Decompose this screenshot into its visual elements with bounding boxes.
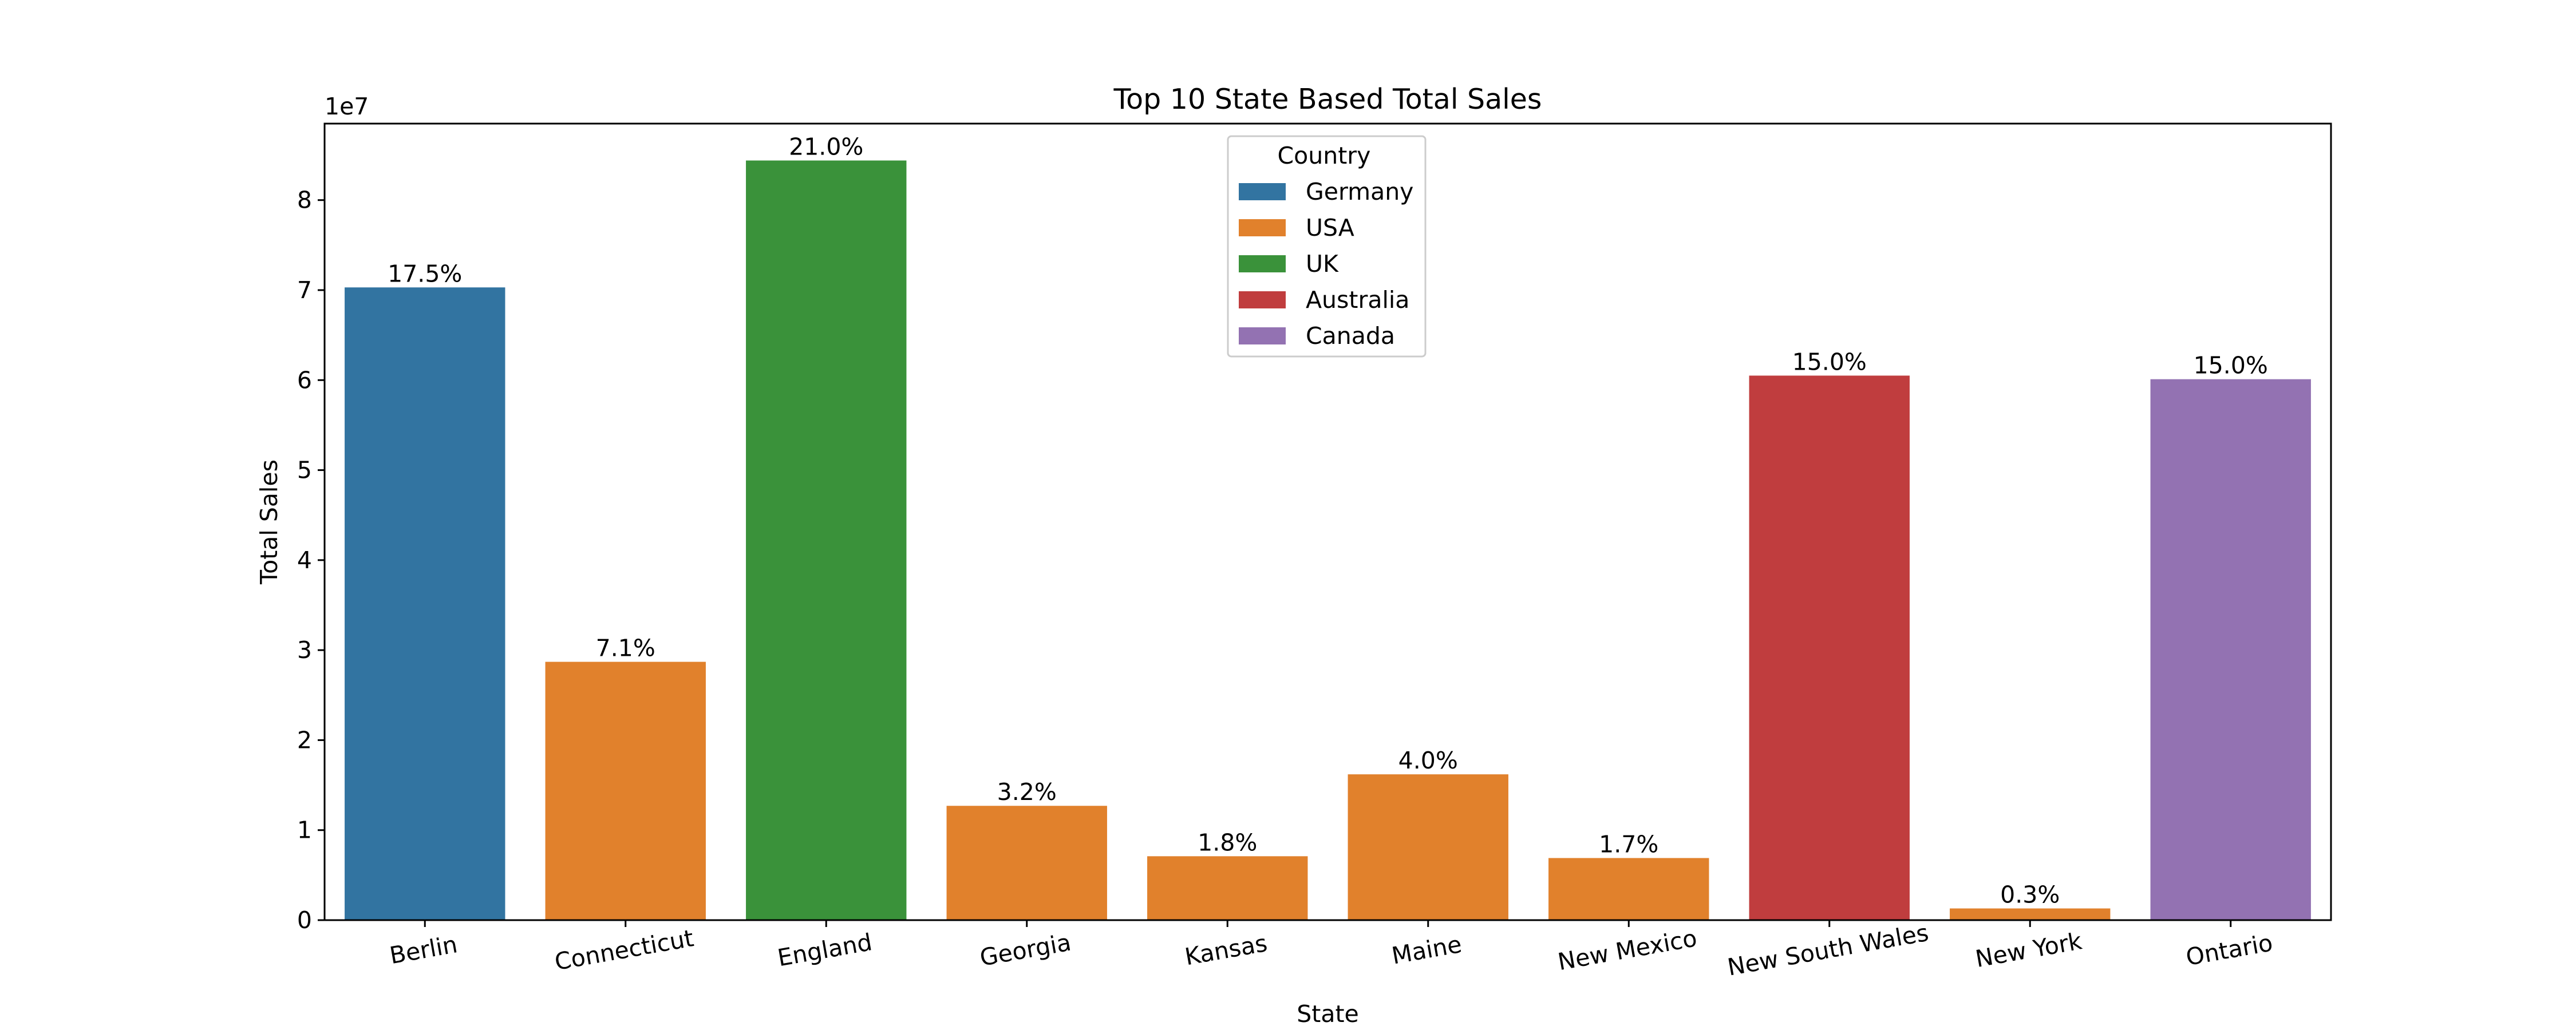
- legend-swatch-canada: [1239, 327, 1286, 344]
- bar-label-ontario: 15.0%: [2194, 352, 2268, 379]
- x-tick-label-new-mexico: New Mexico: [1556, 924, 1699, 976]
- y-tick-label: 2: [297, 726, 312, 754]
- x-tick-label-new-york: New York: [1973, 927, 2084, 973]
- bar-label-england: 21.0%: [789, 133, 863, 160]
- bar-kansas: [1147, 856, 1308, 920]
- bar-berlin: [345, 287, 505, 920]
- bar-new-south-wales: [1749, 375, 1910, 920]
- bars-layer: [345, 160, 2311, 920]
- x-tick-label-georgia: Georgia: [978, 929, 1073, 972]
- legend-label-canada: Canada: [1306, 322, 1395, 350]
- bar-label-berlin: 17.5%: [388, 260, 462, 287]
- bar-label-new-mexico: 1.7%: [1599, 830, 1658, 858]
- y-axis: 0 1 2 3 4 5 6 7 8: [297, 187, 325, 934]
- x-tick-label-connecticut: Connecticut: [552, 924, 696, 976]
- bar-label-new-york: 0.3%: [2000, 881, 2060, 909]
- bar-new-york: [1950, 908, 2111, 920]
- legend-swatch-uk: [1239, 255, 1286, 272]
- bar-label-georgia: 3.2%: [997, 778, 1057, 806]
- x-tick-label-new-south-wales: New South Wales: [1725, 919, 1931, 981]
- x-tick-label-england: England: [776, 928, 874, 972]
- legend: Country Germany USA UK Australia Canada: [1227, 135, 1427, 358]
- legend-label-australia: Australia: [1306, 286, 1409, 314]
- y-tick-label: 6: [297, 366, 312, 394]
- bar-labels-layer: 17.5% 7.1% 21.0% 3.2% 1.8% 4.0% 1.7% 15.0% 0.3% 1…: [388, 133, 2268, 908]
- x-axis: Berlin Connecticut England Georgia Kansas Mai…: [388, 919, 2275, 981]
- bar-england: [746, 160, 907, 920]
- bar-label-kansas: 1.8%: [1198, 829, 1257, 856]
- plot-frame: [323, 122, 2332, 921]
- legend-label-germany: Germany: [1306, 178, 1413, 205]
- chart-title: Top 10 State Based Total Sales: [1113, 83, 1542, 116]
- bar-connecticut: [545, 661, 706, 920]
- y-tick-label: 5: [297, 457, 312, 484]
- bar-new-mexico: [1548, 858, 1709, 920]
- legend-swatch-germany: [1239, 183, 1286, 200]
- y-tick-label: 3: [297, 636, 312, 664]
- y-axis-label: Total Sales: [255, 459, 283, 585]
- legend-title: Country: [1278, 142, 1371, 169]
- y-tick-label: 7: [297, 276, 312, 304]
- x-tick-label-berlin: Berlin: [388, 930, 460, 969]
- y-tick-label: 8: [297, 187, 312, 214]
- y-axis-offset-label: 1e7: [325, 93, 369, 120]
- x-axis-label: State: [1297, 1000, 1359, 1028]
- y-tick-label: 0: [297, 906, 312, 934]
- bar-maine: [1348, 774, 1508, 920]
- bar-label-maine: 4.0%: [1398, 747, 1458, 774]
- bar-label-new-south-wales: 15.0%: [1792, 348, 1867, 375]
- legend-label-uk: UK: [1306, 250, 1339, 278]
- bar-ontario: [2150, 379, 2311, 920]
- x-tick-label-maine: Maine: [1390, 930, 1464, 970]
- legend-swatch-australia: [1239, 291, 1286, 308]
- y-tick-label: 4: [297, 546, 312, 574]
- legend-swatch-usa: [1239, 219, 1286, 236]
- x-tick-label-kansas: Kansas: [1183, 929, 1269, 970]
- y-tick-label: 1: [297, 817, 312, 844]
- legend-label-usa: USA: [1306, 214, 1354, 241]
- x-tick-label-ontario: Ontario: [2184, 929, 2275, 971]
- bar-georgia: [946, 806, 1107, 920]
- legend-items: Germany USA UK Australia Canada: [1239, 178, 1413, 350]
- bar-label-connecticut: 7.1%: [596, 635, 655, 662]
